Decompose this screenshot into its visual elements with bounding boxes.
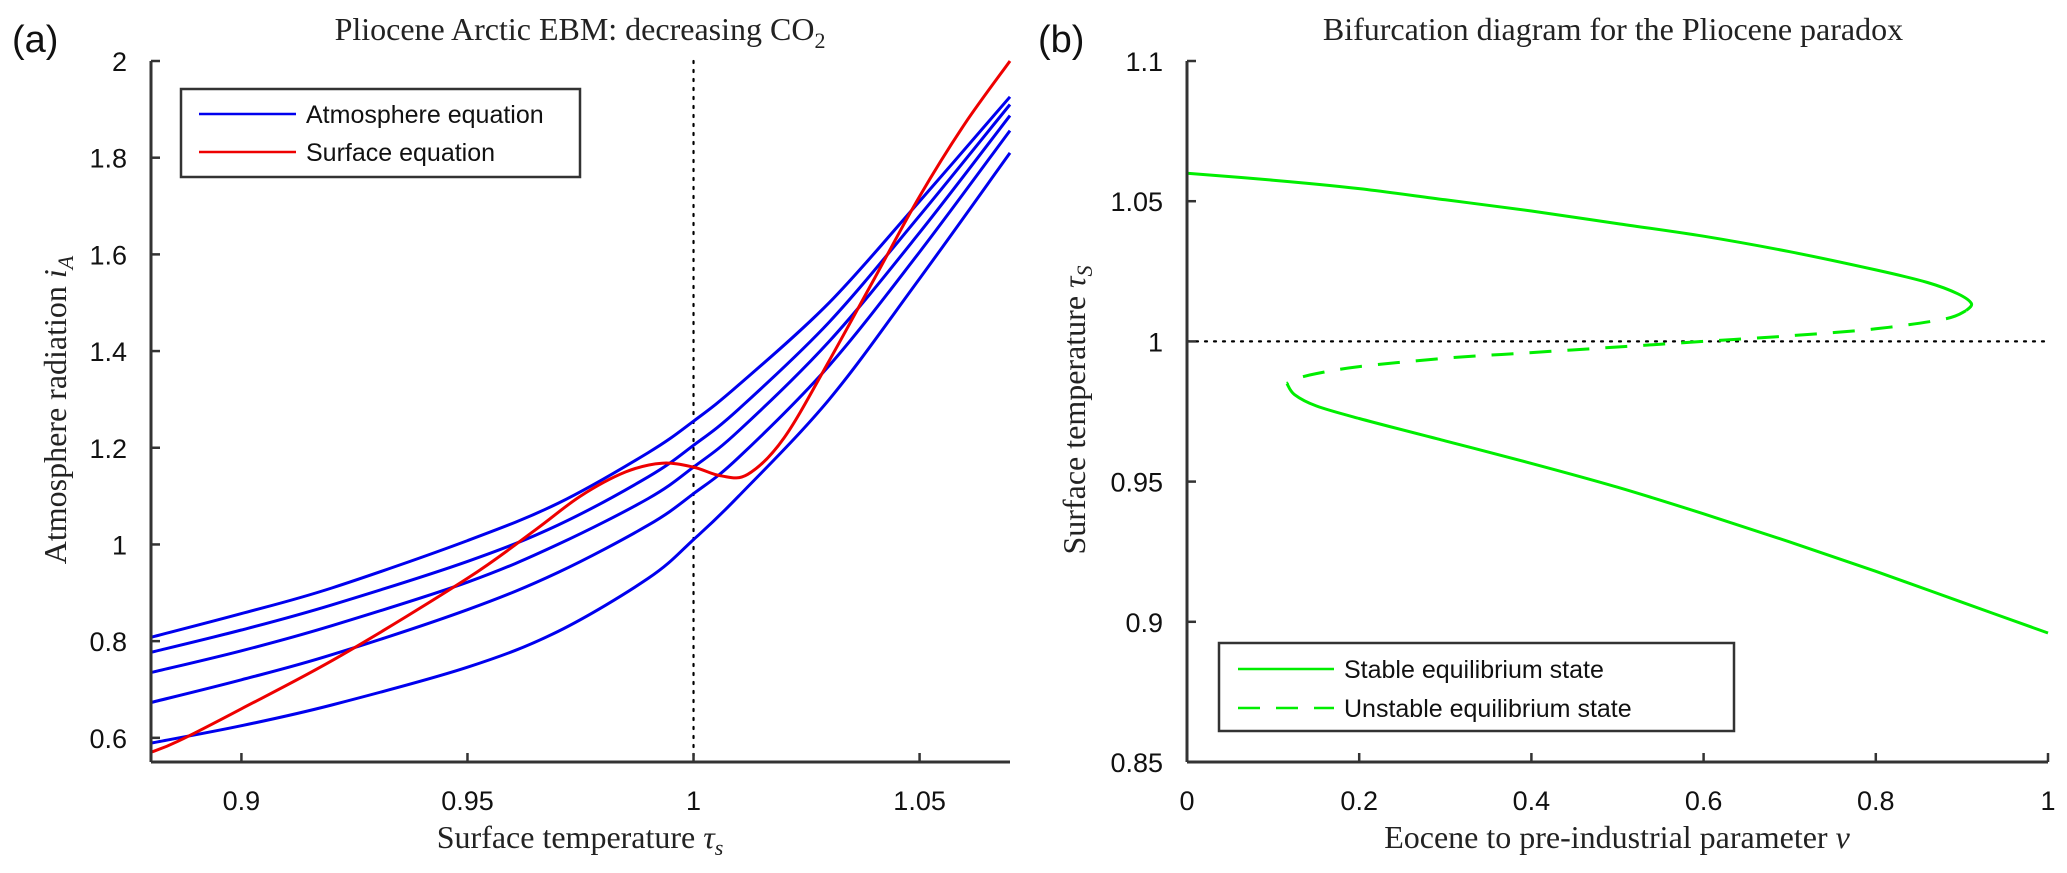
legend-box	[179, 87, 582, 179]
panel-b-plot-area	[1187, 171, 2050, 635]
x-tick-label: 0.95	[441, 786, 494, 816]
y-tick-label: 1	[1148, 327, 1163, 357]
panel-a-ylabel: Atmosphere radiation iA	[37, 255, 78, 564]
panel-b-title: Bifurcation diagram for the Pliocene par…	[1323, 11, 1903, 47]
panel-b: (b) Bifurcation diagram for the Pliocene…	[1038, 11, 2056, 855]
series-line-unstable-middle-branch	[1286, 309, 1967, 385]
x-tick-label: 0.9	[223, 786, 261, 816]
y-tick-label: 1.6	[89, 240, 127, 270]
panel-b-legend: Stable equilibrium state Unstable equili…	[1217, 641, 1736, 733]
panel-b-label: (b)	[1038, 19, 1084, 61]
y-tick-label: 0.85	[1110, 748, 1163, 778]
y-tick-label: 1.4	[89, 337, 127, 367]
panel-a-legend: Atmosphere equation Surface equation	[179, 87, 582, 179]
series-group	[151, 59, 1012, 762]
x-tick-label: 1	[686, 786, 701, 816]
legend-label-unstable: Unstable equilibrium state	[1344, 695, 1632, 723]
series-line-atmosphere-equation-4	[151, 129, 1012, 704]
y-tick-label: 1.2	[89, 434, 127, 464]
series-line-atmosphere-equation-5	[151, 152, 1012, 745]
x-tick-label: 0	[1179, 786, 1194, 816]
x-tick-label: 1.05	[893, 786, 946, 816]
x-tick-label: 0.4	[1513, 786, 1551, 816]
x-tick-label: 0.2	[1340, 786, 1378, 816]
series-line-stable-upper-branch	[1187, 171, 1974, 312]
panel-a-label: (a)	[12, 19, 58, 61]
series-line-atmosphere-equation-3	[151, 114, 1012, 675]
panel-b-ylabel: Surface temperature τS	[1056, 266, 1097, 555]
panel-b-xlabel: Eocene to pre-industrial parameter ν	[1384, 819, 1850, 855]
panel-a: (a) Pliocene Arctic EBM: decreasing CO2 …	[12, 11, 1012, 860]
legend-label-surface: Surface equation	[306, 139, 495, 167]
x-tick-label: 1	[2040, 786, 2055, 816]
panel-a-xlabel: Surface temperature τs	[437, 819, 724, 860]
y-tick-label: 1.1	[1125, 47, 1163, 77]
y-tick-label: 0.6	[89, 724, 127, 754]
x-tick-label: 0.8	[1857, 786, 1895, 816]
y-tick-label: 1.05	[1110, 187, 1163, 217]
panel-a-axes: 0.9 0.95 1 1.05 0.6 0.8 1 1.2 1.4 1.6 1.8 2	[89, 47, 1010, 816]
panel-a-title: Pliocene Arctic EBM: decreasing CO2	[335, 11, 826, 53]
series-line-atmosphere-equation-1	[151, 95, 1012, 639]
y-tick-label: 1	[112, 530, 127, 560]
legend-label-stable: Stable equilibrium state	[1344, 656, 1604, 684]
y-tick-label: 0.8	[89, 627, 127, 657]
y-tick-label: 0.9	[1125, 608, 1163, 638]
legend-label-atmosphere: Atmosphere equation	[306, 101, 544, 129]
x-tick-label: 0.6	[1685, 786, 1723, 816]
y-tick-label: 0.95	[1110, 468, 1163, 498]
y-tick-label: 1.8	[89, 144, 127, 174]
series-line-atmosphere-equation-2	[151, 103, 1012, 654]
panel-b-axes: 0 0.2 0.4 0.6 0.8 1 0.85 0.9 0.95 1 1.05 1.1	[1110, 47, 2055, 816]
series-group	[1187, 171, 2050, 635]
legend-box	[1217, 641, 1736, 733]
series-line-surface-equation	[151, 60, 1012, 754]
panel-a-plot-area	[151, 59, 1012, 762]
series-line-stable-lower-branch	[1285, 382, 2049, 635]
y-tick-label: 2	[112, 47, 127, 77]
